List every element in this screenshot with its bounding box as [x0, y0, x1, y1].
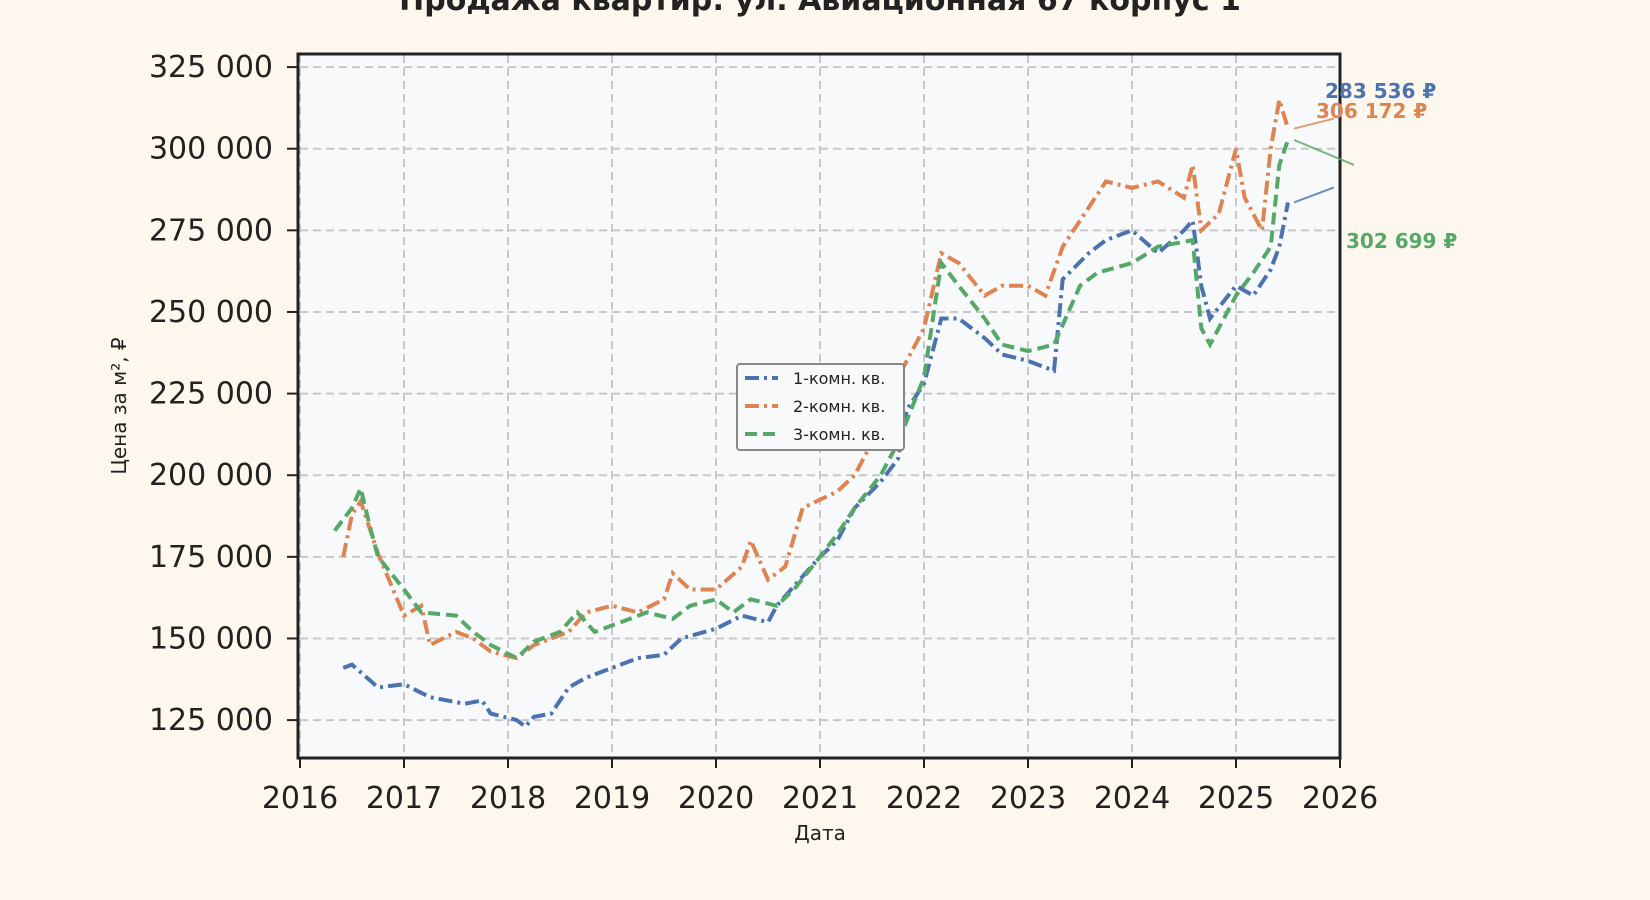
x-tick-label: 2018: [470, 781, 546, 816]
y-tick-label: 225 000: [149, 377, 273, 412]
y-tick-label: 125 000: [149, 703, 273, 738]
y-tick-label: 175 000: [149, 540, 273, 575]
x-tick-label: 2016: [262, 781, 338, 816]
y-tick-label: 150 000: [149, 621, 273, 656]
series-line-2: [341, 99, 1290, 661]
y-tick-label: 200 000: [149, 458, 273, 493]
legend-label: 3-комн. кв.: [793, 425, 885, 444]
annotation-arrow: [1293, 138, 1355, 166]
annotation-label: 306 172 ₽: [1316, 99, 1427, 123]
annotation-arrow: [1293, 186, 1335, 204]
y-tick-label: 325 000: [149, 50, 273, 85]
annotation-arrow: [1293, 117, 1335, 130]
annotation-label: 302 699 ₽: [1346, 229, 1457, 253]
legend: 1-комн. кв. 2-комн. кв. 3-комн. кв.: [736, 363, 905, 451]
series-line-3: [333, 139, 1290, 661]
y-tick-label: 250 000: [149, 295, 273, 330]
x-tick-label: 2021: [782, 781, 858, 816]
x-axis-label: Дата: [794, 821, 846, 845]
x-tick-label: 2017: [366, 781, 442, 816]
x-tick-label: 2023: [990, 781, 1066, 816]
y-tick-label: 300 000: [149, 132, 273, 167]
y-axis-label: Цена за м², ₽: [107, 337, 131, 475]
x-tick-label: 2026: [1302, 781, 1378, 816]
x-tick-label: 2024: [1094, 781, 1170, 816]
legend-label: 2-комн. кв.: [793, 397, 885, 416]
y-tick-label: 275 000: [149, 213, 273, 248]
x-tick-label: 2020: [678, 781, 754, 816]
x-tick-label: 2019: [574, 781, 650, 816]
x-tick-label: 2025: [1198, 781, 1274, 816]
series-line-1: [342, 202, 1290, 730]
legend-label: 1-комн. кв.: [793, 369, 885, 388]
chart-title: Продажа квартир: ул. Авиационная 67 корп…: [399, 0, 1241, 18]
x-tick-label: 2022: [886, 781, 962, 816]
annotation-label: 283 536 ₽: [1325, 79, 1436, 103]
